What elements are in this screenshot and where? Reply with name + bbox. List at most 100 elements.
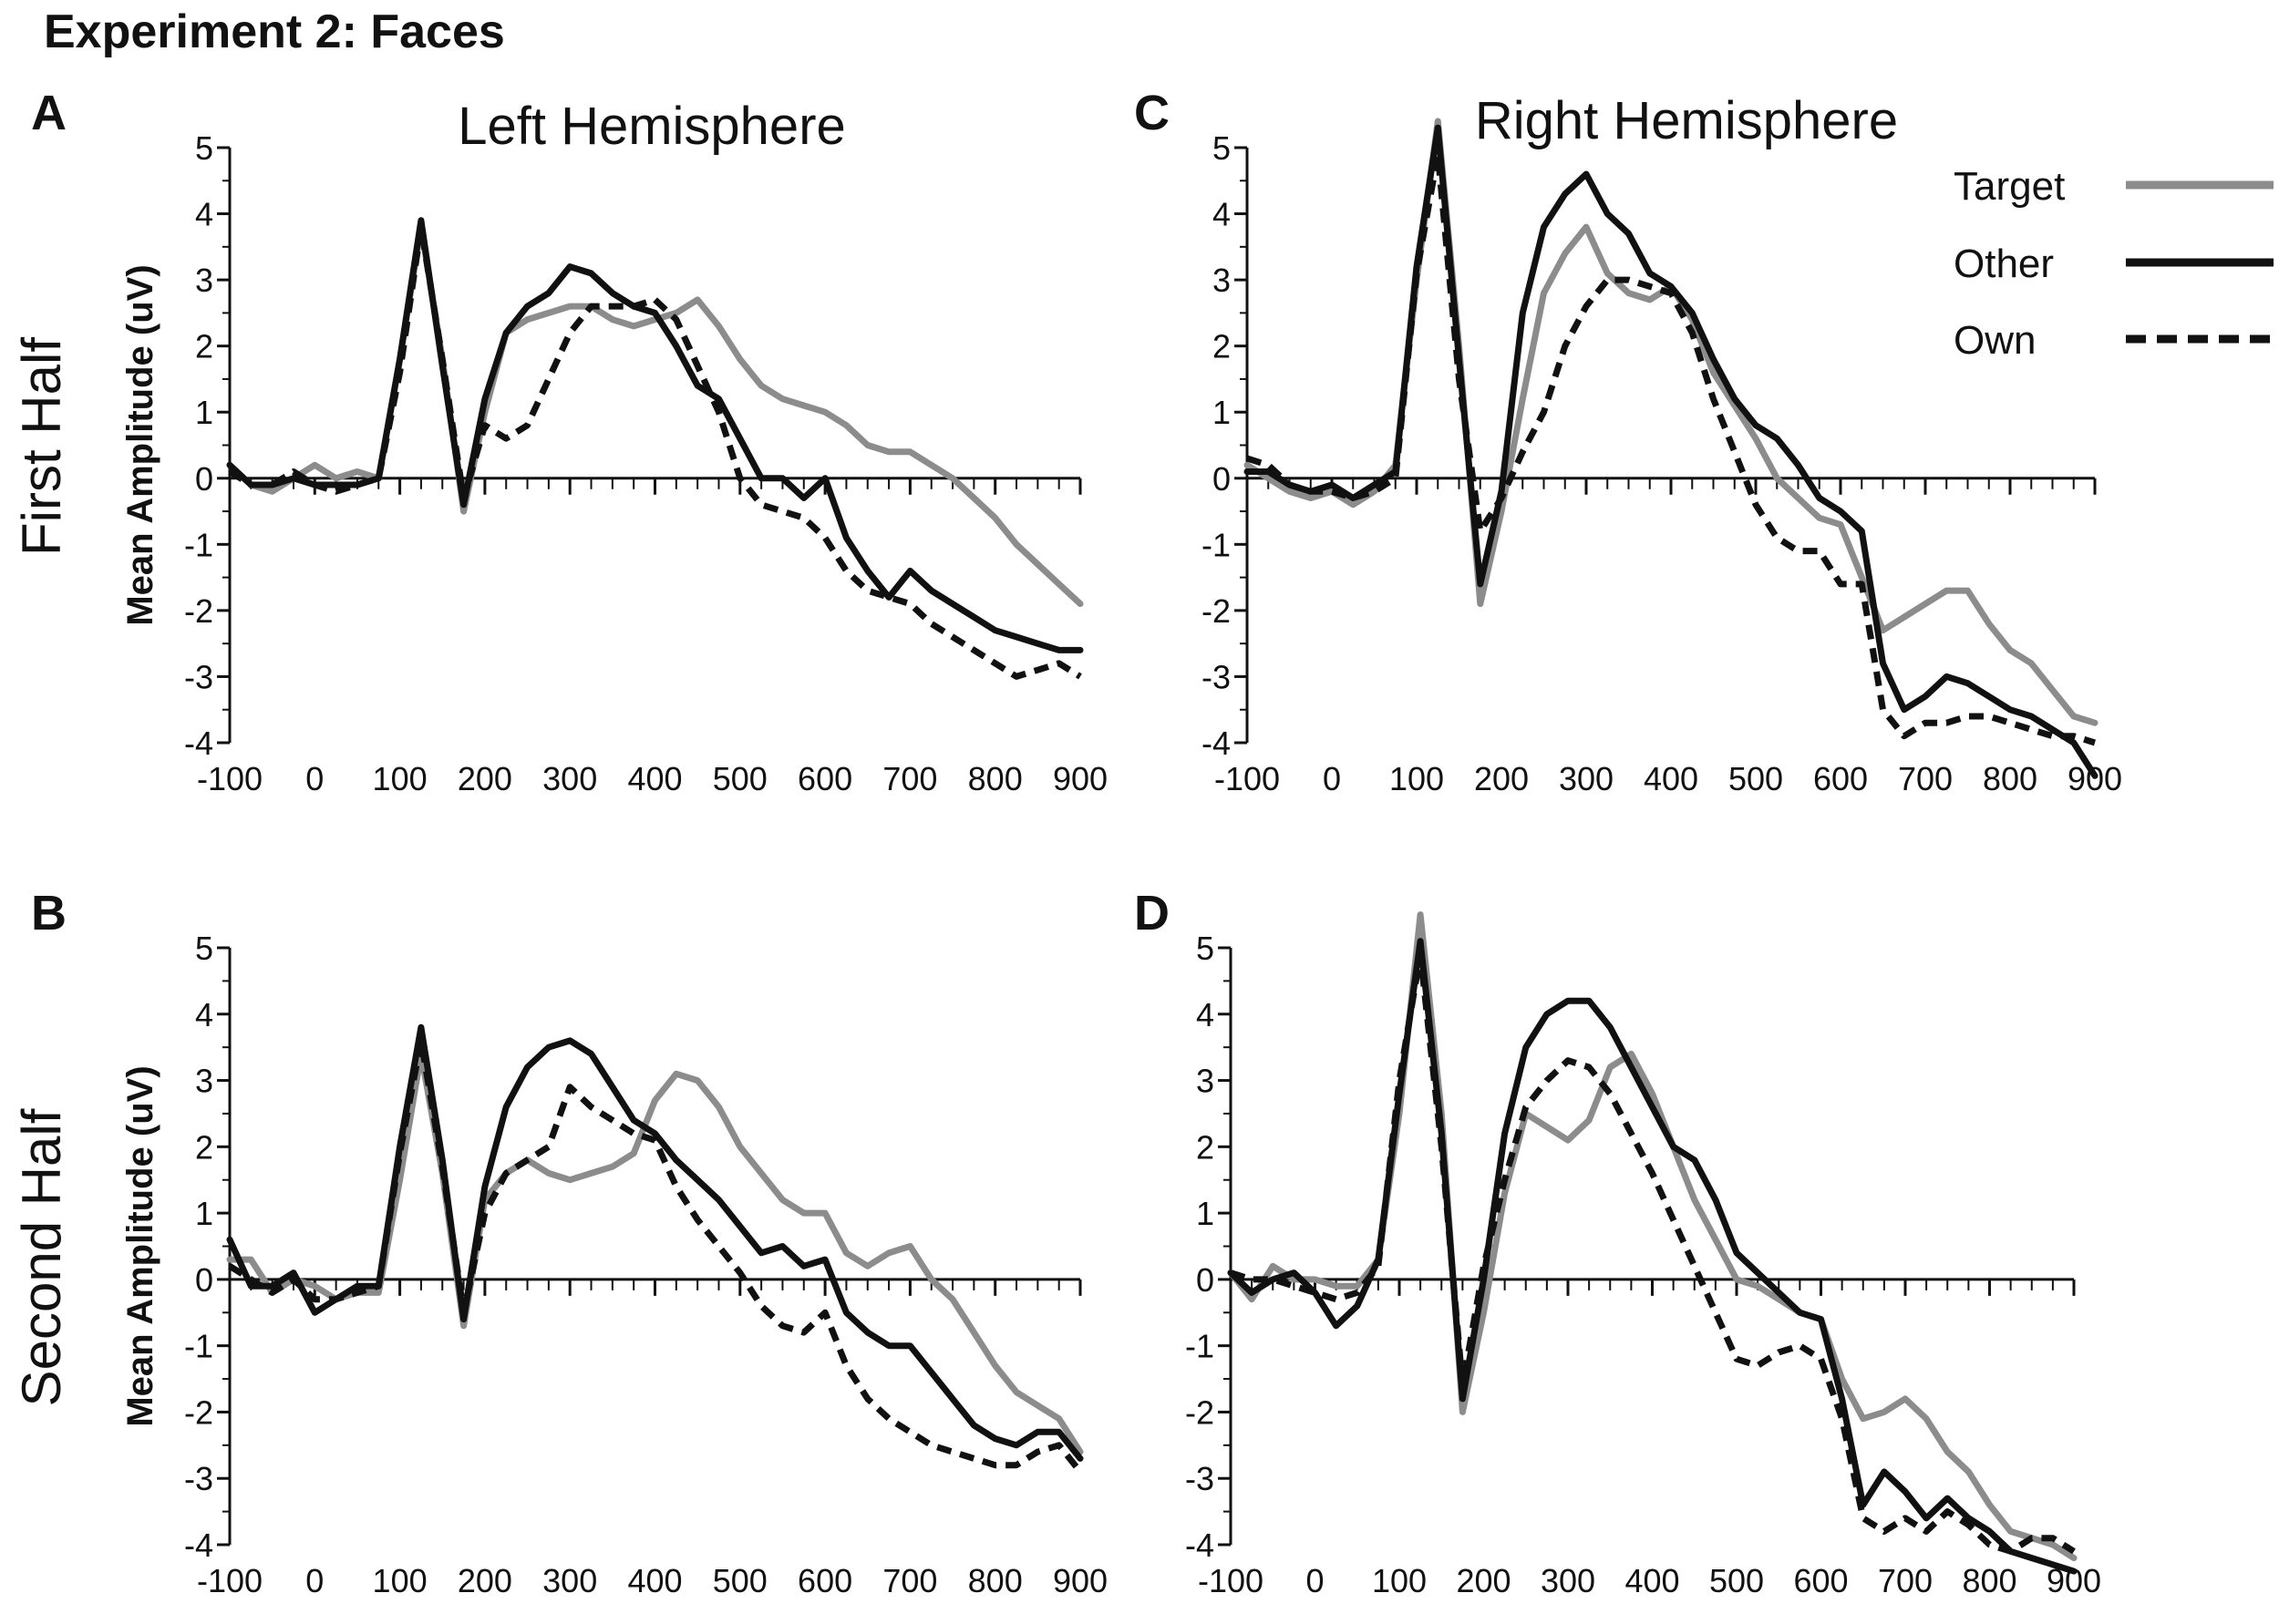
panel-d: D5 4 3 2 1 0 -1 -2 -3 -4-100 0 100 200 300 400 500 600 70…: [1134, 886, 2101, 1599]
x-tick-label: 300: [1559, 760, 1614, 797]
y-tick-label: 2: [195, 328, 213, 365]
y-tick-label: -3: [184, 1460, 213, 1497]
series-line-own: [228, 223, 1082, 680]
legend-label-target: Target: [1954, 164, 2065, 209]
x-tick-label: 600: [1793, 1562, 1848, 1599]
panel-b: B 5 4 3 2 1 0 -1 -2 -3 -4-100 0 100 200 300 400 500 600 70…: [31, 886, 1108, 1599]
series-line-other: [1227, 938, 2078, 1575]
y-tick-label: -4: [1185, 1526, 1214, 1564]
column-label-left: Left Hemisphere: [458, 97, 846, 156]
y-tick-label: -3: [1201, 658, 1231, 695]
y-tick-label: -4: [184, 1526, 213, 1564]
series-line-target: [226, 223, 1084, 608]
x-tick-label: 800: [968, 760, 1023, 797]
panel-letter: C: [1134, 86, 1170, 140]
x-tick-label: 500: [713, 760, 768, 797]
x-tick-label: 300: [542, 1562, 597, 1599]
y-tick-label: -1: [1201, 526, 1231, 563]
x-tick-label: 400: [1644, 760, 1698, 797]
panel-letter: B: [31, 886, 67, 940]
series-line-other: [1243, 124, 2099, 779]
x-tick-label: 100: [373, 760, 428, 797]
x-tick-label: -100: [197, 760, 263, 797]
y-tick-label: 1: [1212, 394, 1231, 431]
x-tick-label: 200: [1474, 760, 1529, 797]
series-line-other: [226, 217, 1084, 653]
y-tick-label: 1: [1196, 1195, 1214, 1232]
panel-letter: D: [1134, 886, 1170, 940]
column-label-right: Right Hemisphere: [1475, 91, 1898, 150]
y-tick-label: 2: [1196, 1128, 1214, 1166]
y-tick-label: 3: [1212, 262, 1231, 299]
row-label-top: First Half: [11, 337, 72, 556]
y-tick-label: -4: [1201, 725, 1231, 762]
x-tick-label: 100: [373, 1562, 428, 1599]
x-tick-label: 600: [1813, 760, 1868, 797]
x-tick-label: 0: [305, 760, 324, 797]
y-tick-label: -1: [184, 526, 213, 563]
x-tick-label: 900: [1053, 760, 1108, 797]
legend: Target Other Own: [1954, 164, 2274, 363]
y-tick-label: -2: [1185, 1393, 1214, 1431]
y-tick-label: 4: [1196, 996, 1214, 1033]
x-tick-label: 100: [1389, 760, 1444, 797]
x-tick-label: 100: [1372, 1562, 1427, 1599]
series-line-own: [1229, 951, 2076, 1555]
x-tick-label: 700: [1878, 1562, 1933, 1599]
x-tick-label: 200: [458, 760, 512, 797]
figure-title: Experiment 2: Faces: [44, 5, 505, 58]
panel-a: A 5 4 3 2 1 0 -1 -2 -3 -4-100 0 100 200 300 400 500 600 70…: [31, 86, 1108, 797]
y-tick-label: 4: [195, 196, 213, 233]
y-tick-label: 0: [195, 1261, 213, 1299]
x-tick-label: 900: [1053, 1562, 1108, 1599]
x-tick-label: 400: [1624, 1562, 1679, 1599]
x-tick-label: 700: [1898, 760, 1953, 797]
y-tick-label: 5: [1196, 930, 1214, 967]
x-tick-label: 700: [882, 1562, 937, 1599]
x-tick-label: 0: [1323, 760, 1341, 797]
series-line-target: [226, 1050, 1084, 1455]
y-tick-label: -4: [184, 725, 213, 762]
x-tick-label: 500: [713, 1562, 768, 1599]
y-tick-label: -1: [1185, 1328, 1214, 1365]
y-tick-label: -3: [184, 658, 213, 695]
x-tick-label: 200: [458, 1562, 512, 1599]
x-tick-label: 800: [968, 1562, 1023, 1599]
y-tick-label: 3: [195, 1063, 213, 1100]
y-tick-label: -2: [184, 1393, 213, 1431]
y-tick-label: 2: [195, 1128, 213, 1166]
x-tick-label: 300: [542, 760, 597, 797]
y-tick-label: 0: [195, 460, 213, 498]
panel-c: C 5 4 3 2 1 0 -1 -2 -3 -4-100 0 100 200 300 400 500 600 70…: [1134, 86, 2122, 797]
y-tick-label: 1: [195, 394, 213, 431]
row-label-bottom: Second Half: [11, 1108, 72, 1406]
series-line-other: [226, 1023, 1084, 1462]
x-tick-label: -100: [1198, 1562, 1263, 1599]
y-tick-label: 4: [195, 996, 213, 1033]
series-line-target: [1227, 911, 2078, 1562]
x-tick-label: 400: [627, 760, 682, 797]
x-tick-label: -100: [197, 1562, 263, 1599]
series-line-own: [228, 1037, 1083, 1475]
x-tick-label: 600: [798, 1562, 852, 1599]
y-axis-label: Mean Amplitude (uV): [120, 264, 160, 625]
y-tick-label: 2: [1212, 328, 1231, 365]
x-tick-label: 400: [627, 1562, 682, 1599]
x-tick-label: 0: [305, 1562, 324, 1599]
x-tick-label: 800: [1983, 760, 2037, 797]
x-tick-label: 800: [1962, 1562, 2016, 1599]
x-tick-label: 0: [1305, 1562, 1324, 1599]
y-tick-label: 5: [1212, 129, 1231, 167]
y-axis-label: Mean Amplitude (uV): [120, 1065, 160, 1426]
y-tick-label: -2: [1201, 592, 1231, 630]
x-tick-label: 200: [1456, 1562, 1511, 1599]
x-tick-label: 300: [1541, 1562, 1595, 1599]
y-tick-label: 1: [195, 1195, 213, 1232]
series-line-own: [1245, 150, 2097, 746]
x-tick-label: 500: [1728, 760, 1783, 797]
y-tick-label: 3: [1196, 1063, 1214, 1100]
x-tick-label: -100: [1214, 760, 1280, 797]
x-tick-label: 700: [882, 760, 937, 797]
